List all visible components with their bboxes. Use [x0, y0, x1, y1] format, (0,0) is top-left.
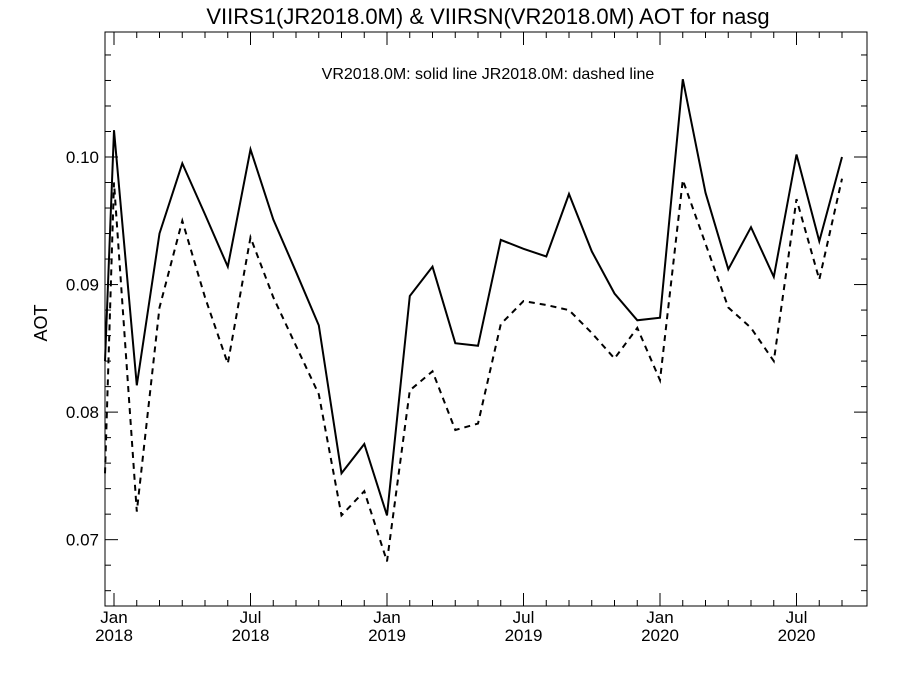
x-tick-year-label: 2020 — [778, 626, 816, 645]
x-tick-year-label: 2018 — [232, 626, 270, 645]
y-tick-label: 0.09 — [66, 276, 99, 295]
y-axis-label: AOT — [31, 304, 51, 341]
x-tick-month-label: Jul — [786, 608, 808, 627]
y-tick-label: 0.10 — [66, 148, 99, 167]
x-tick-month-label: Jul — [240, 608, 262, 627]
axis-ticks: 0.070.080.090.10Jan2018Jul2018Jan2019Jul… — [66, 32, 867, 645]
x-tick-year-label: 2018 — [95, 626, 133, 645]
series-line-solid — [104, 79, 843, 516]
chart-title: VIIRS1(JR2018.0M) & VIIRSN(VR2018.0M) AO… — [206, 4, 769, 29]
series-lines — [104, 79, 843, 562]
x-tick-month-label: Jan — [373, 608, 400, 627]
x-tick-month-label: Jul — [513, 608, 535, 627]
legend-annotation: VR2018.0M: solid line JR2018.0M: dashed … — [322, 66, 655, 83]
y-tick-label: 0.07 — [66, 531, 99, 550]
x-tick-month-label: Jan — [646, 608, 673, 627]
x-tick-year-label: 2019 — [368, 626, 406, 645]
x-tick-year-label: 2019 — [505, 626, 543, 645]
x-tick-year-label: 2020 — [641, 626, 679, 645]
y-tick-label: 0.08 — [66, 403, 99, 422]
x-tick-month-label: Jan — [100, 608, 127, 627]
plot-frame — [104, 31, 868, 607]
series-line-dashed — [104, 178, 843, 562]
